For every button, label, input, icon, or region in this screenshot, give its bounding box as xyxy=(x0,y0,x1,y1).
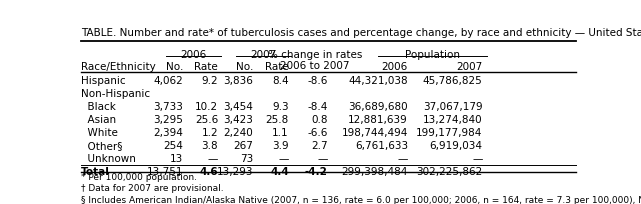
Text: Asian: Asian xyxy=(81,115,116,125)
Text: No.: No. xyxy=(166,62,183,72)
Text: 25.6: 25.6 xyxy=(195,115,218,125)
Text: 198,744,494: 198,744,494 xyxy=(342,128,408,138)
Text: 254: 254 xyxy=(163,141,183,151)
Text: —: — xyxy=(397,154,408,164)
Text: —: — xyxy=(208,154,218,164)
Text: Other§: Other§ xyxy=(81,141,122,151)
Text: Race/Ethnicity: Race/Ethnicity xyxy=(81,62,155,72)
Text: —: — xyxy=(472,154,483,164)
Text: 6,919,034: 6,919,034 xyxy=(429,141,483,151)
Text: —: — xyxy=(278,154,288,164)
Text: 3,836: 3,836 xyxy=(223,76,253,86)
Text: 0.8: 0.8 xyxy=(311,115,328,125)
Text: No.: No. xyxy=(236,62,253,72)
Text: White: White xyxy=(81,128,117,138)
Text: 36,689,680: 36,689,680 xyxy=(348,102,408,112)
Text: 25.8: 25.8 xyxy=(265,115,288,125)
Text: 299,398,484: 299,398,484 xyxy=(342,167,408,177)
Text: -4.2: -4.2 xyxy=(304,167,328,177)
Text: Rate: Rate xyxy=(194,62,218,72)
Text: 13,274,840: 13,274,840 xyxy=(423,115,483,125)
Text: † Data for 2007 are provisional.: † Data for 2007 are provisional. xyxy=(81,184,223,193)
Text: 2,240: 2,240 xyxy=(223,128,253,138)
Text: Non-Hispanic: Non-Hispanic xyxy=(81,89,150,99)
Text: 302,225,862: 302,225,862 xyxy=(416,167,483,177)
Text: 3.8: 3.8 xyxy=(202,141,218,151)
Text: —: — xyxy=(317,154,328,164)
Text: 9.3: 9.3 xyxy=(272,102,288,112)
Text: TABLE. Number and rate* of tuberculosis cases and percentage change, by race and: TABLE. Number and rate* of tuberculosis … xyxy=(81,28,641,38)
Text: § Includes American Indian/Alaska Native (2007, n = 136, rate = 6.0 per 100,000;: § Includes American Indian/Alaska Native… xyxy=(81,196,641,204)
Text: 13,751: 13,751 xyxy=(147,167,183,177)
Text: 9.2: 9.2 xyxy=(202,76,218,86)
Text: Hispanic: Hispanic xyxy=(81,76,125,86)
Text: -8.4: -8.4 xyxy=(307,102,328,112)
Text: 267: 267 xyxy=(233,141,253,151)
Text: 2006: 2006 xyxy=(382,62,408,72)
Text: 44,321,038: 44,321,038 xyxy=(348,76,408,86)
Text: 2.7: 2.7 xyxy=(311,141,328,151)
Text: 3,295: 3,295 xyxy=(154,115,183,125)
Text: 4.4: 4.4 xyxy=(270,167,288,177)
Text: 13: 13 xyxy=(171,154,183,164)
Text: 3.9: 3.9 xyxy=(272,141,288,151)
Text: 1.2: 1.2 xyxy=(202,128,218,138)
Text: 2006: 2006 xyxy=(180,50,206,60)
Text: 2,394: 2,394 xyxy=(154,128,183,138)
Text: 4.6: 4.6 xyxy=(199,167,218,177)
Text: 3,423: 3,423 xyxy=(223,115,253,125)
Text: 45,786,825: 45,786,825 xyxy=(423,76,483,86)
Text: -6.6: -6.6 xyxy=(307,128,328,138)
Text: 3,454: 3,454 xyxy=(223,102,253,112)
Text: 8.4: 8.4 xyxy=(272,76,288,86)
Text: 1.1: 1.1 xyxy=(272,128,288,138)
Text: Black: Black xyxy=(81,102,115,112)
Text: 2007: 2007 xyxy=(456,62,483,72)
Text: 13,293: 13,293 xyxy=(217,167,253,177)
Text: -8.6: -8.6 xyxy=(307,76,328,86)
Text: 12,881,639: 12,881,639 xyxy=(348,115,408,125)
Text: 2007: 2007 xyxy=(250,50,276,60)
Text: 10.2: 10.2 xyxy=(195,102,218,112)
Text: 4,062: 4,062 xyxy=(154,76,183,86)
Text: Population: Population xyxy=(405,50,460,60)
Text: 3,733: 3,733 xyxy=(154,102,183,112)
Text: 6,761,633: 6,761,633 xyxy=(355,141,408,151)
Text: 73: 73 xyxy=(240,154,253,164)
Text: Unknown: Unknown xyxy=(81,154,135,164)
Text: Rate: Rate xyxy=(265,62,288,72)
Text: 37,067,179: 37,067,179 xyxy=(423,102,483,112)
Text: 199,177,984: 199,177,984 xyxy=(416,128,483,138)
Text: * Per 100,000 population.: * Per 100,000 population. xyxy=(81,173,197,182)
Text: Total: Total xyxy=(81,167,110,177)
Text: % change in rates
2006 to 2007: % change in rates 2006 to 2007 xyxy=(268,50,362,71)
